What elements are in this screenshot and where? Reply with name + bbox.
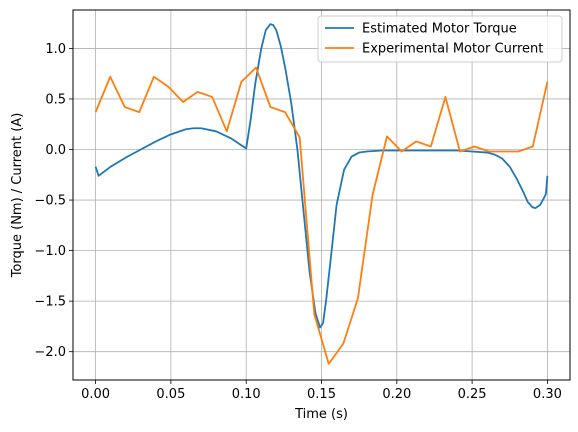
legend-label-experimental-motor-current: Experimental Motor Current — [362, 42, 543, 57]
x-tick-label: 0.05 — [156, 387, 185, 402]
x-tick-label: 0.10 — [232, 387, 261, 402]
legend-label-estimated-motor-torque: Estimated Motor Torque — [362, 22, 517, 37]
y-axis-ticks: −2.0 −1.5 −1.0 −0.5 0.0 0.5 1.0 — [34, 42, 73, 360]
x-axis-ticks: 0.00 0.05 0.10 0.15 0.20 0.25 0.30 — [81, 380, 562, 402]
y-tick-label: 0.5 — [45, 92, 66, 107]
y-tick-label: 0.0 — [45, 143, 66, 158]
y-tick-label: −1.0 — [34, 244, 66, 259]
y-tick-label: 1.0 — [45, 42, 66, 57]
x-tick-label: 0.30 — [533, 387, 562, 402]
legend: Estimated Motor Torque Experimental Moto… — [317, 15, 563, 63]
y-tick-label: −0.5 — [34, 194, 66, 209]
x-tick-label: 0.15 — [307, 387, 336, 402]
x-axis-label: Time (s) — [294, 407, 348, 422]
y-axis-label: Torque (Nm) / Current (A) — [10, 113, 25, 279]
series-line-0 — [94, 23, 549, 329]
y-tick-label: −2.0 — [34, 345, 66, 360]
x-tick-label: 0.20 — [382, 387, 411, 402]
x-tick-label: 0.25 — [458, 387, 487, 402]
x-tick-label: 0.00 — [81, 387, 110, 402]
y-tick-label: −1.5 — [34, 295, 66, 310]
series-line-1 — [94, 66, 549, 365]
legend-box — [317, 15, 563, 63]
series-lines — [94, 23, 549, 365]
